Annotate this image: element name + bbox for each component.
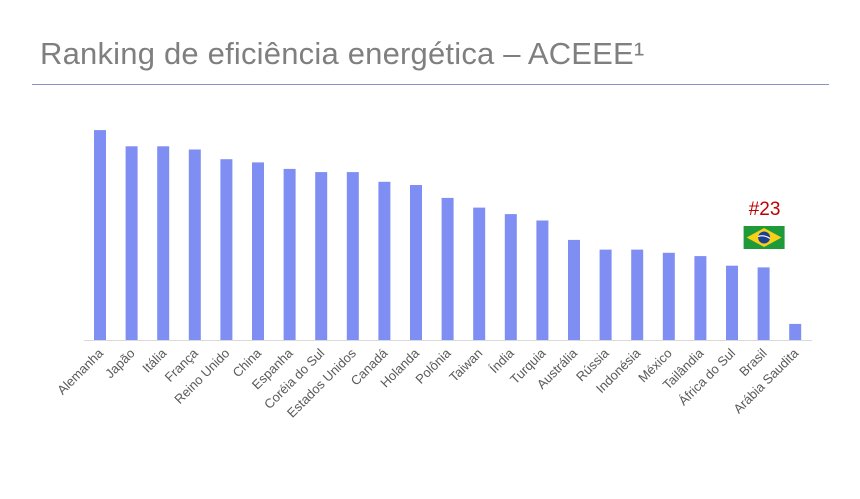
bar-holanda	[410, 185, 422, 340]
flag-globe	[758, 231, 771, 244]
bar-turquia	[536, 220, 549, 340]
flag-band	[757, 235, 771, 240]
bar-áfrica-do-sul	[726, 265, 738, 340]
bar-estados-unidos	[346, 172, 359, 340]
bar-alemanha	[94, 130, 106, 340]
x-tick-label: Taiwan	[446, 346, 485, 385]
x-tick-label: Japão	[102, 346, 138, 382]
bar-méxico	[662, 252, 675, 340]
x-tick-label: Alemanha	[54, 345, 107, 398]
bar-brasil	[757, 267, 770, 340]
brazil-flag-icon	[743, 226, 785, 249]
bar-itália	[157, 146, 170, 340]
bar-coréia-do-sul	[315, 172, 328, 340]
x-tick-label: Polônia	[412, 345, 454, 387]
bar-reino-unido	[220, 159, 233, 340]
bar-japão	[125, 146, 138, 340]
bar-polônia	[441, 197, 454, 340]
bar-series	[94, 130, 802, 340]
bar-indonésia	[631, 249, 644, 340]
bar-rússia	[599, 249, 612, 340]
page-title: Ranking de eficiência energética – ACEEE…	[40, 36, 645, 71]
bar-espanha	[283, 168, 296, 340]
bar-arábia-saudita	[789, 323, 802, 340]
bar-china	[252, 162, 264, 340]
bar-canadá	[378, 181, 391, 340]
rank-annotation: #23	[749, 199, 781, 220]
bar-tailândia	[694, 256, 707, 340]
bar-taiwan	[473, 207, 486, 340]
title-divider	[32, 84, 829, 85]
bar-índia	[504, 214, 517, 340]
bar-frança	[188, 149, 201, 340]
bar-austrália	[568, 239, 580, 340]
